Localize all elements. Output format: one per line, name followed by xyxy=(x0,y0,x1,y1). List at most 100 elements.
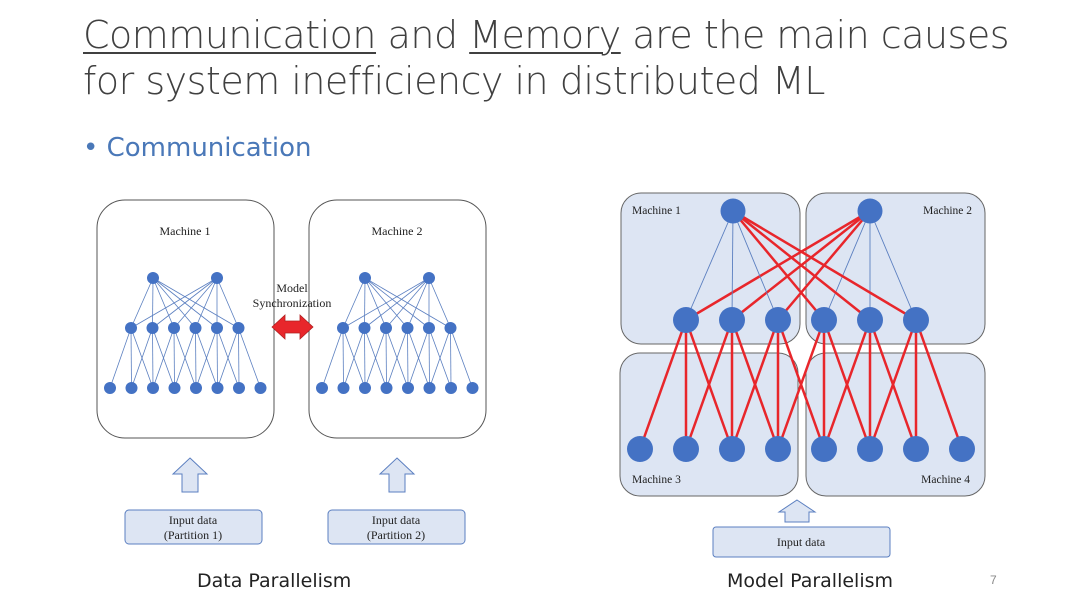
mp-machine-4-label: Machine 4 xyxy=(921,474,970,486)
title-communication: Communication xyxy=(83,13,377,57)
network-edge xyxy=(638,319,688,450)
mp-machine-3-label: Machine 3 xyxy=(632,474,681,486)
input-2-label: Input data xyxy=(372,513,421,527)
mp-input-box xyxy=(712,526,891,558)
network-node xyxy=(147,272,159,284)
up-arrow-icon xyxy=(171,457,209,493)
network-node xyxy=(359,382,371,394)
network-edge xyxy=(407,327,409,389)
network-edge xyxy=(342,277,430,329)
network-edge xyxy=(152,327,175,389)
network-edge xyxy=(195,327,197,389)
network-edge xyxy=(428,327,430,389)
network-edge xyxy=(429,327,451,389)
network-edge xyxy=(776,319,826,450)
network-node xyxy=(337,382,350,394)
input-partition-2-box xyxy=(327,509,466,545)
network-node xyxy=(337,322,349,334)
network-node xyxy=(627,436,653,462)
network-edge xyxy=(684,319,734,450)
model-parallelism-diagram: Machine 1 Machine 2 Machine 3 Machine 4 … xyxy=(619,192,986,558)
network-node xyxy=(401,322,414,334)
network-edge xyxy=(364,277,366,329)
network-node xyxy=(380,322,392,334)
network-node xyxy=(423,382,436,394)
network-node xyxy=(811,436,837,462)
network-node xyxy=(903,436,929,462)
network-node xyxy=(720,198,746,224)
network-node xyxy=(380,382,393,394)
network-node xyxy=(903,307,929,333)
network-edge xyxy=(342,327,344,389)
network-edge xyxy=(131,327,153,389)
network-edge xyxy=(385,327,387,389)
network-node xyxy=(423,322,435,334)
network-edge xyxy=(173,327,175,389)
network-node xyxy=(211,322,223,334)
network-edge xyxy=(195,277,218,329)
title-memory: Memory xyxy=(469,13,621,57)
network-node xyxy=(445,382,457,394)
network-edge xyxy=(868,319,918,450)
network-node xyxy=(125,322,137,334)
network-edge xyxy=(216,327,218,389)
network-edge xyxy=(869,210,917,321)
network-edge xyxy=(130,277,154,329)
network-node xyxy=(857,436,883,462)
network-edge xyxy=(173,277,218,329)
network-node xyxy=(104,382,116,394)
title-text: and xyxy=(376,13,470,57)
network-node xyxy=(316,382,328,394)
network-edge xyxy=(152,277,218,329)
input-1-label: Input data xyxy=(169,513,218,527)
input-2-partition: (Partition 2) xyxy=(367,528,425,542)
network-edge xyxy=(732,210,779,321)
network-edge xyxy=(152,277,154,329)
mp-machine-1-box xyxy=(620,192,801,345)
network-node xyxy=(190,382,202,394)
network-edge xyxy=(685,210,734,321)
input-partition-1-box xyxy=(124,509,263,545)
machine-2-box xyxy=(308,199,487,439)
network-edge xyxy=(823,210,871,321)
sync-double-arrow-icon xyxy=(271,314,314,340)
mp-input-label: Input data xyxy=(777,535,826,549)
network-node xyxy=(765,307,791,333)
network-edge xyxy=(174,327,196,389)
network-edge xyxy=(238,327,261,389)
network-node xyxy=(444,322,457,334)
network-node xyxy=(466,382,479,394)
network-node xyxy=(233,382,245,394)
up-arrow-icon xyxy=(777,499,817,523)
network-edge xyxy=(152,327,154,389)
network-edge xyxy=(732,210,825,321)
network-node xyxy=(719,436,745,462)
title-line-2: for system inefficiency in distributed M… xyxy=(83,59,825,103)
network-edge xyxy=(732,210,871,321)
network-edge xyxy=(731,210,734,321)
sync-label-1: Model xyxy=(276,281,308,295)
network-edge xyxy=(217,327,239,389)
network-node xyxy=(168,322,180,334)
network-node xyxy=(811,307,837,333)
network-edge xyxy=(343,327,365,389)
data-parallelism-diagram: Machine 1 Machine 2 Model Synchronizatio… xyxy=(96,199,487,545)
network-edge xyxy=(450,327,473,389)
network-node xyxy=(189,322,202,334)
network-edge xyxy=(321,327,344,389)
mp-machine-2-label: Machine 2 xyxy=(923,205,972,217)
network-edge xyxy=(732,209,917,322)
network-node xyxy=(719,307,745,333)
network-edge xyxy=(195,327,218,389)
sync-label-2: Synchronization xyxy=(253,296,332,310)
network-edge xyxy=(130,327,132,389)
network-edge xyxy=(386,327,408,389)
mp-machine-1-label: Machine 1 xyxy=(632,205,681,217)
network-node xyxy=(168,382,181,394)
caption-data-parallelism: Data Parallelism xyxy=(197,570,352,592)
network-edge xyxy=(407,277,430,329)
network-edge xyxy=(216,277,239,329)
network-node xyxy=(857,307,883,333)
network-node xyxy=(125,382,138,394)
